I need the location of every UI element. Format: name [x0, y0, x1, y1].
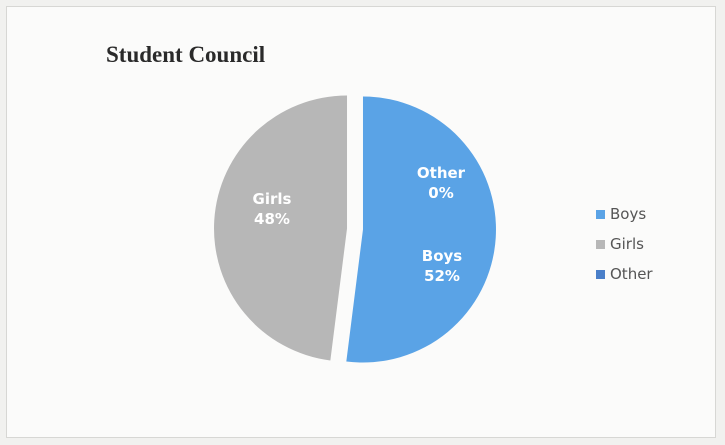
data-label-girls-category: Girls	[253, 190, 292, 208]
legend-swatch-girls	[596, 239, 605, 249]
pie-data-labels: Boys 52% Girls 48% Other 0%	[253, 164, 466, 285]
legend-item-boys: Boys	[596, 199, 653, 229]
data-label-girls-value: 48%	[254, 210, 290, 228]
pie-slices	[214, 95, 496, 363]
data-label-boys-category: Boys	[422, 247, 463, 265]
pie-slice-girls	[214, 95, 348, 361]
legend-swatch-other	[596, 269, 605, 279]
data-label-boys: Boys 52%	[422, 247, 463, 285]
legend-label-girls: Girls	[610, 235, 644, 253]
chart-frame	[6, 6, 716, 438]
data-label-girls: Girls 48%	[253, 190, 292, 228]
legend-item-other: Other	[596, 259, 653, 289]
data-label-boys-value: 52%	[424, 267, 460, 285]
legend-label-boys: Boys	[610, 205, 647, 223]
legend-item-girls: Girls	[596, 229, 653, 259]
data-label-other-value: 0%	[428, 184, 453, 202]
pie-slice-boys	[346, 96, 496, 363]
data-label-other: Other 0%	[417, 164, 466, 202]
data-label-other-category: Other	[417, 164, 466, 182]
legend-label-other: Other	[610, 265, 653, 283]
chart-title: Student Council	[106, 42, 266, 67]
legend-swatch-boys	[596, 209, 605, 219]
chart-legend: Boys Girls Other	[596, 199, 653, 289]
